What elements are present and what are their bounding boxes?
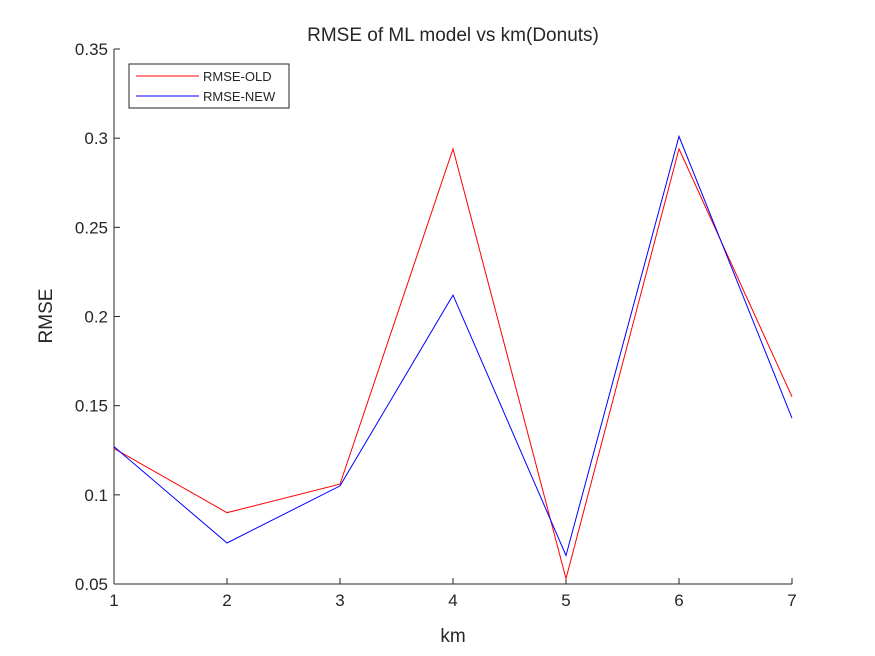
y-axis-ticks: 0.05 0.1 0.15 0.2 0.25 0.3 0.35 bbox=[75, 40, 120, 594]
x-tick-label: 2 bbox=[222, 591, 231, 610]
y-axis-label: RMSE bbox=[36, 289, 57, 344]
x-tick-label: 6 bbox=[674, 591, 683, 610]
legend-box bbox=[128, 63, 290, 109]
series-line-rmse-new bbox=[113, 134, 793, 557]
x-tick-label: 3 bbox=[335, 591, 344, 610]
y-tick-label: 0.15 bbox=[75, 397, 108, 416]
legend-label-rmse-new: RMSE-NEW bbox=[203, 89, 276, 104]
legend-label-rmse-old: RMSE-OLD bbox=[203, 69, 272, 84]
series-line-rmse-old bbox=[113, 147, 793, 581]
y-tick-label: 0.1 bbox=[84, 486, 108, 505]
x-tick-label: 4 bbox=[448, 591, 457, 610]
y-tick-label: 0.05 bbox=[75, 575, 108, 594]
x-axis-label: km bbox=[440, 626, 465, 647]
x-tick-label: 7 bbox=[787, 591, 796, 610]
plot-area bbox=[114, 49, 792, 584]
x-tick-label: 5 bbox=[561, 591, 570, 610]
chart-title: RMSE of ML model vs km(Donuts) bbox=[307, 25, 599, 46]
legend: RMSE-OLD RMSE-NEW bbox=[128, 63, 290, 109]
y-tick-label: 0.35 bbox=[75, 40, 108, 59]
y-tick-label: 0.2 bbox=[84, 308, 108, 327]
x-tick-label: 1 bbox=[109, 591, 118, 610]
y-tick-label: 0.25 bbox=[75, 218, 108, 237]
x-axis-ticks: 1 2 3 4 5 6 7 bbox=[109, 578, 797, 610]
series-lines bbox=[113, 134, 793, 581]
y-tick-label: 0.3 bbox=[84, 129, 108, 148]
